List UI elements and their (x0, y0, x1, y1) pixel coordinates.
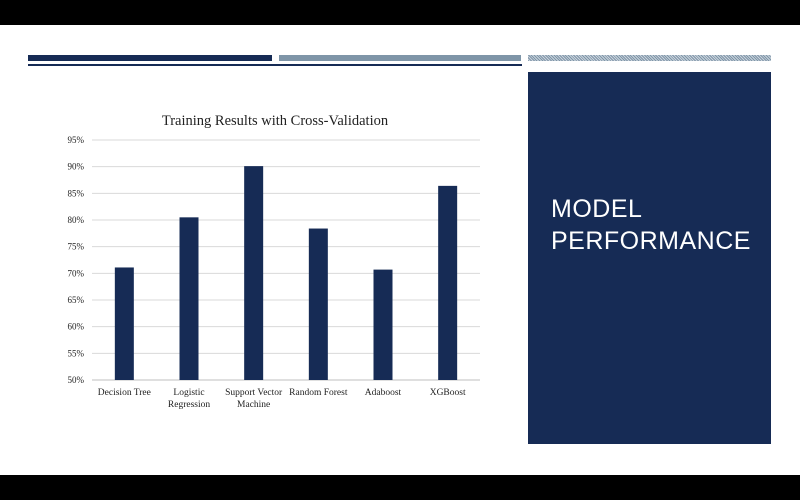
y-tick-label: 65% (68, 295, 85, 305)
header-bar-gray (279, 55, 521, 61)
y-axis-ticks: 50% 55% 60% 65% 70% 75% 80% 85% 90% 95% (68, 135, 85, 385)
y-tick-label: 70% (68, 268, 85, 278)
header-bar-dark (28, 55, 272, 61)
x-axis-labels: Decision Tree Logistic Regression Support V… (98, 388, 466, 410)
y-tick-label: 95% (68, 135, 85, 145)
bar (114, 267, 134, 380)
y-tick-label: 90% (68, 162, 85, 172)
header-bar-textured (528, 55, 771, 61)
bar (244, 166, 264, 380)
x-category-label: Adaboost (365, 388, 402, 398)
bar-chart: Training Results with Cross-Validation 5… (68, 113, 480, 410)
bar (438, 185, 458, 380)
header-rule (28, 64, 522, 66)
chart-title: Training Results with Cross-Validation (162, 113, 389, 129)
bar (373, 269, 393, 380)
x-category-label: Logistic Regression (168, 388, 210, 410)
chart-bars (114, 166, 458, 380)
title-panel: MODEL PERFORMANCE (528, 72, 771, 444)
bar (308, 228, 328, 380)
chart-gridlines (92, 139, 480, 381)
y-tick-label: 50% (68, 375, 85, 385)
y-tick-label: 85% (68, 188, 85, 198)
x-category-label: Random Forest (289, 388, 348, 398)
bar (179, 217, 199, 380)
y-tick-label: 60% (68, 322, 85, 332)
y-tick-label: 80% (68, 215, 85, 225)
slide-title: MODEL PERFORMANCE (551, 195, 751, 255)
y-tick-label: 55% (68, 348, 85, 358)
slide: Training Results with Cross-Validation 5… (0, 25, 800, 475)
x-category-label: XGBoost (430, 388, 466, 398)
x-category-label: Decision Tree (98, 388, 151, 398)
x-category-label: Support Vector Machine (225, 388, 283, 410)
y-tick-label: 75% (68, 242, 85, 252)
